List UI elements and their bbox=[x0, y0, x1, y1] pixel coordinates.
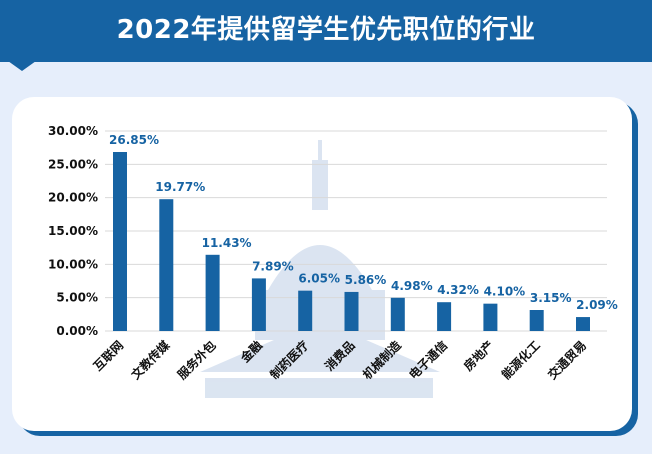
data-label: 6.05% bbox=[298, 272, 340, 286]
data-label: 5.86% bbox=[345, 273, 387, 287]
data-label: 7.89% bbox=[252, 259, 294, 273]
data-label: 11.43% bbox=[202, 236, 252, 250]
bar bbox=[113, 152, 127, 331]
x-tick-label: 能源化工 bbox=[498, 338, 543, 383]
y-tick-label: 5.00% bbox=[56, 291, 98, 305]
bar bbox=[529, 310, 544, 331]
header-banner bbox=[0, 0, 652, 62]
y-tick-label: 10.00% bbox=[48, 257, 98, 271]
y-tick-label: 30.00% bbox=[48, 124, 98, 138]
y-tick-label: 0.00% bbox=[56, 324, 98, 338]
y-tick-label: 15.00% bbox=[48, 224, 98, 238]
data-label: 2.09% bbox=[576, 298, 618, 312]
bar bbox=[298, 290, 313, 331]
x-tick-label: 房地产 bbox=[460, 338, 496, 374]
capitol-watermark bbox=[200, 140, 440, 398]
page-title: 2022年提供留学生优先职位的行业 bbox=[116, 15, 536, 45]
data-label: 4.32% bbox=[437, 283, 479, 297]
data-label: 3.15% bbox=[530, 291, 572, 305]
bar bbox=[344, 291, 359, 331]
data-label: 4.10% bbox=[484, 285, 526, 299]
y-tick-label: 20.00% bbox=[48, 191, 98, 205]
bar bbox=[437, 302, 452, 331]
bar bbox=[390, 297, 405, 331]
x-tick-label: 电子通信 bbox=[406, 338, 451, 383]
data-label: 4.98% bbox=[391, 279, 433, 293]
x-tick-label: 文教传媒 bbox=[128, 337, 173, 382]
bar bbox=[483, 303, 498, 331]
x-tick-label: 服务外包 bbox=[174, 338, 219, 383]
x-tick-label: 互联网 bbox=[91, 338, 126, 373]
data-label: 19.77% bbox=[155, 180, 205, 194]
header-notch bbox=[8, 61, 36, 71]
y-tick-label: 25.00% bbox=[48, 157, 98, 171]
data-label: 26.85% bbox=[109, 133, 159, 147]
bar bbox=[251, 278, 266, 331]
bar bbox=[159, 199, 174, 331]
x-tick-label: 交通贸易 bbox=[545, 338, 590, 383]
bar bbox=[205, 254, 220, 331]
bar bbox=[576, 317, 590, 331]
